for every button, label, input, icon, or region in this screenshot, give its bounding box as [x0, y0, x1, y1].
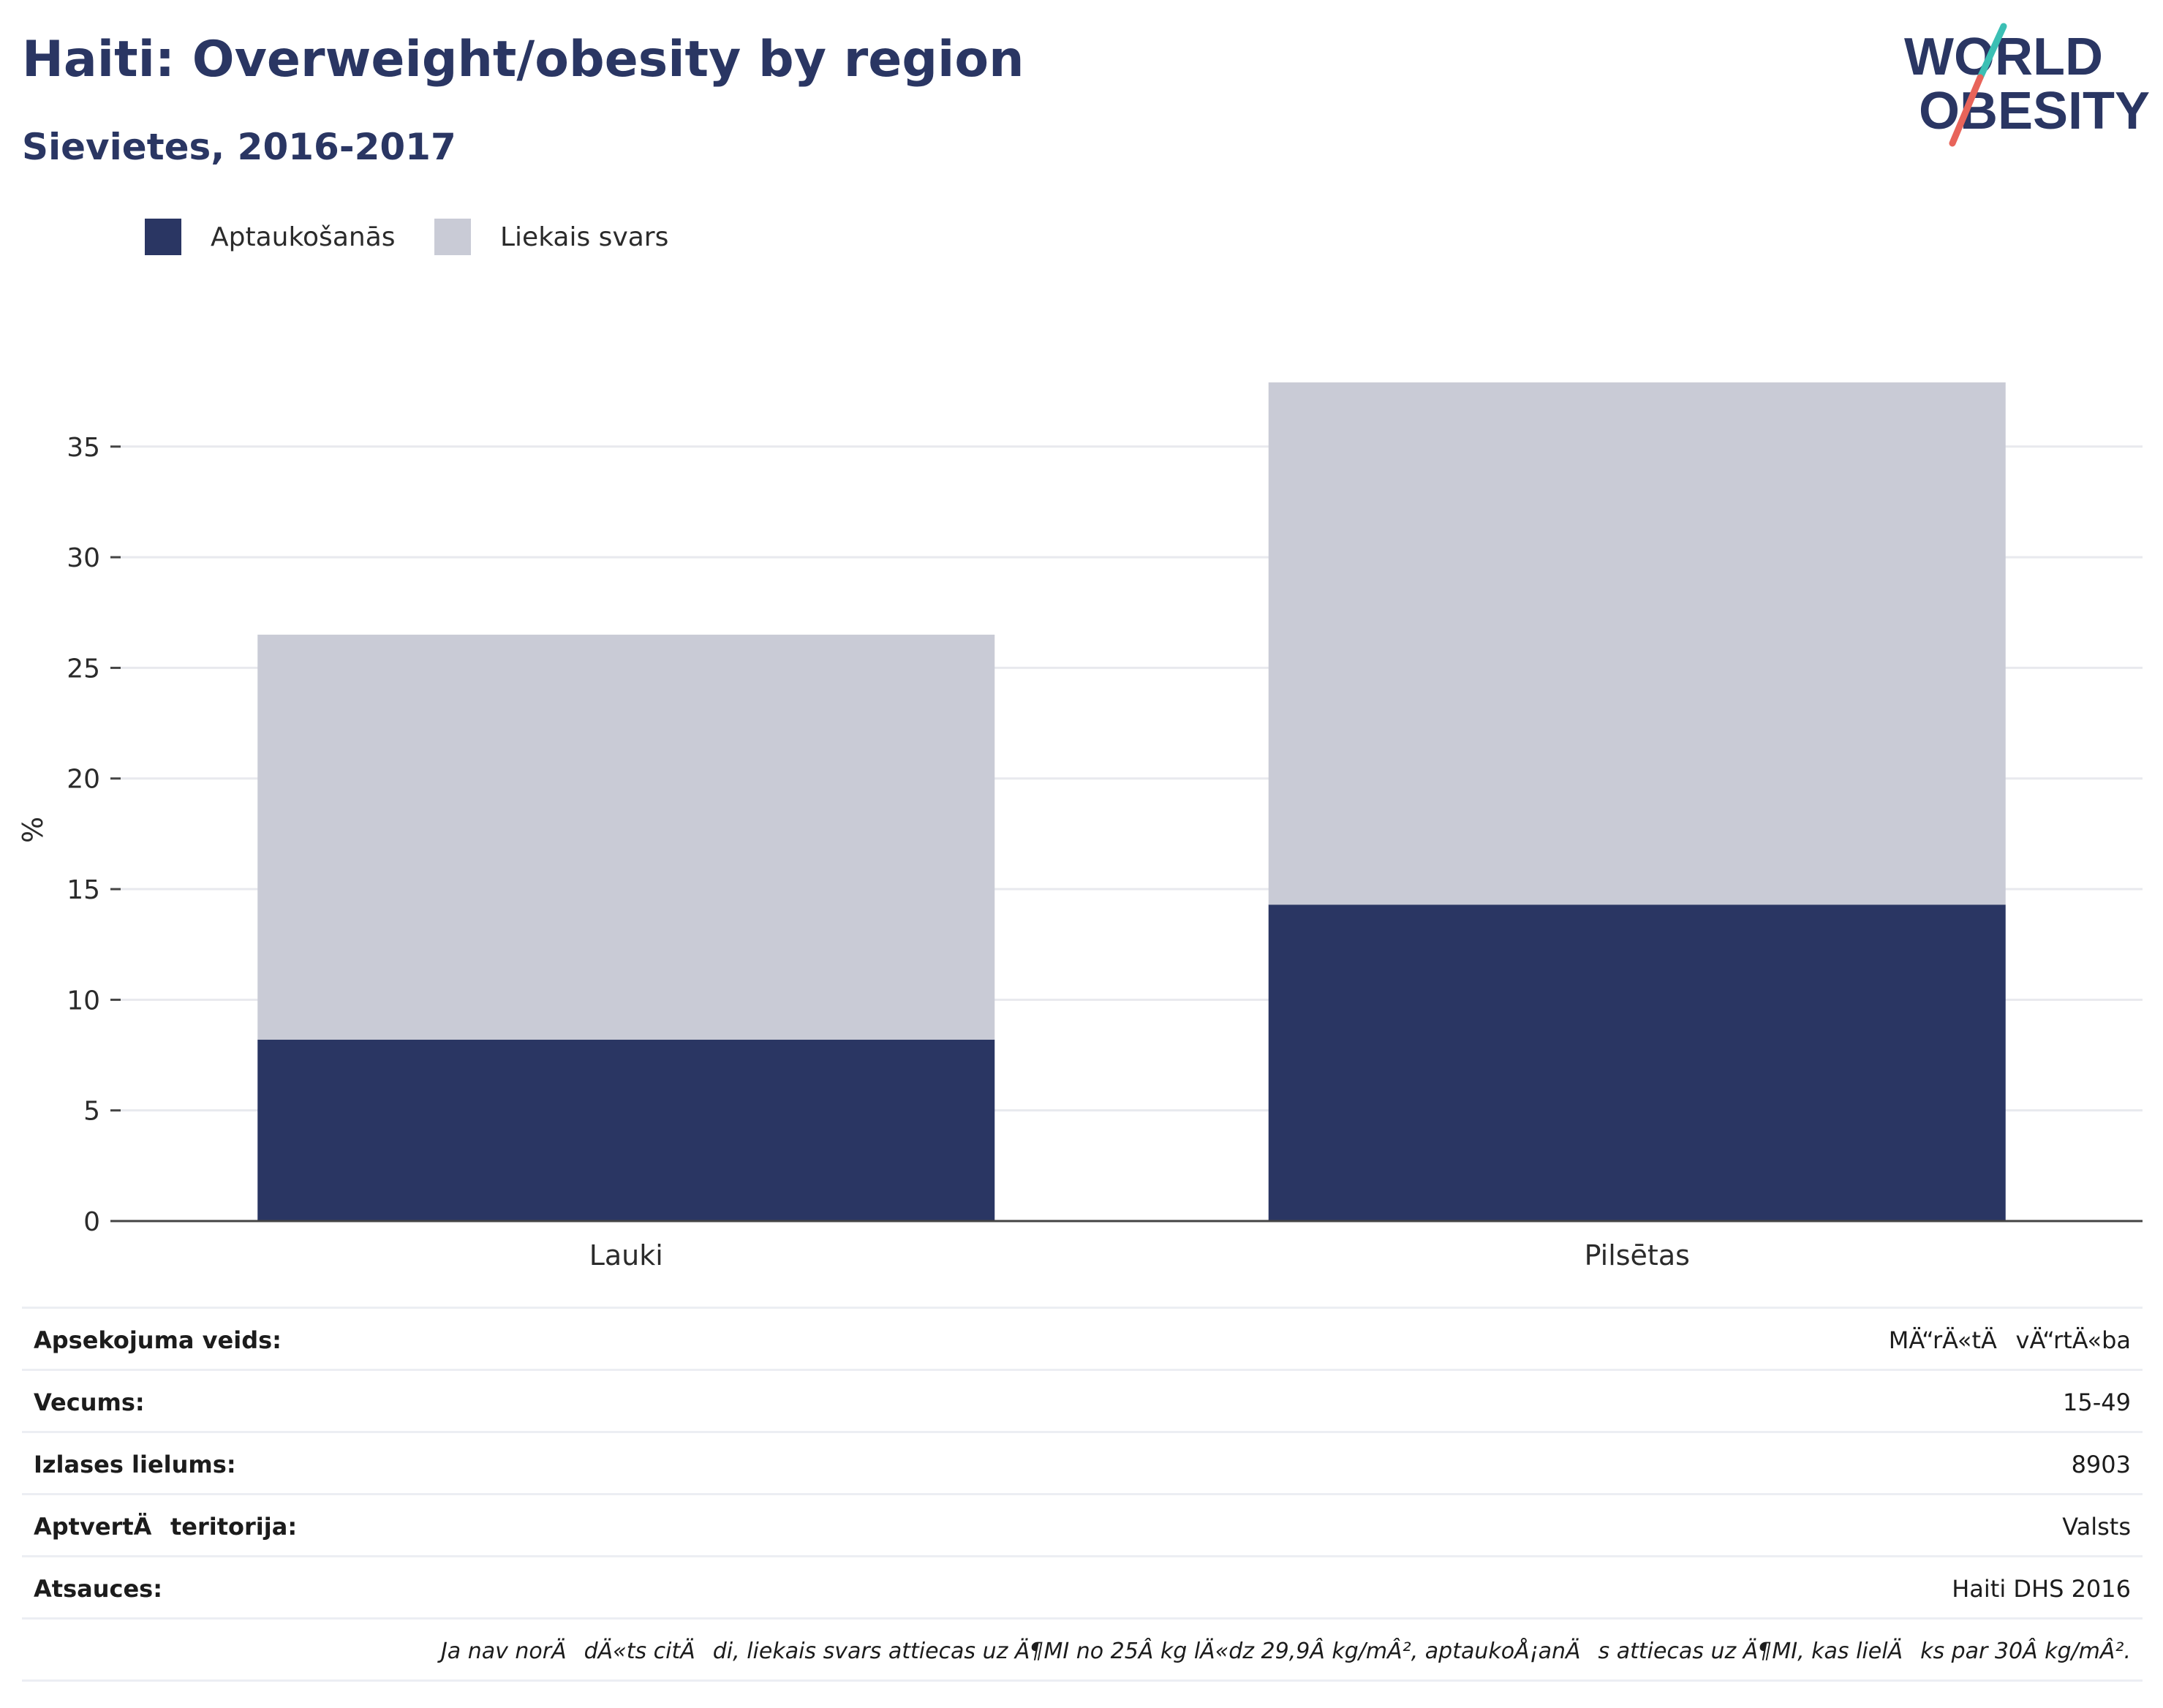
logo-text-obesity: OBESITY	[1919, 82, 2150, 140]
meta-label: AptvertÄteritorija:	[34, 1513, 298, 1541]
meta-row-references: Atsauces: Haiti DHS 2016	[22, 1555, 2143, 1617]
y-tick-label: 10	[67, 986, 100, 1016]
meta-row-survey-type: Apsekojuma veids: MÄ“rÄ«tÄvÄ“rtÄ«ba	[22, 1307, 2143, 1369]
meta-label: Vecums:	[34, 1388, 145, 1416]
y-axis-label: %	[17, 817, 49, 843]
chart-title: Haiti: Overweight/obesity by region	[22, 31, 1024, 88]
bar-obesity-0[interactable]	[257, 1039, 995, 1221]
meta-label: Apsekojuma veids:	[34, 1326, 282, 1354]
legend-swatch-overweight	[434, 219, 471, 255]
meta-value: MÄ“rÄ«tÄvÄ“rtÄ«ba	[1888, 1326, 2131, 1354]
x-axis-ticks: Lauki Pilsētas	[589, 1239, 1690, 1271]
logo-slash-bottom	[1949, 74, 1984, 147]
world-obesity-logo: WORLD OBESITY	[1904, 23, 2150, 147]
bar-obesity-1[interactable]	[1268, 904, 2006, 1221]
x-tick-label: Lauki	[589, 1239, 663, 1271]
y-tick-label: 0	[83, 1207, 100, 1237]
bar-groups	[257, 382, 2006, 1221]
y-tick-label: 5	[83, 1097, 100, 1127]
bar-overweight-0[interactable]	[257, 635, 995, 1040]
legend-label-obesity: Aptaukošanās	[211, 222, 396, 252]
y-axis-ticks: 0 5 10 15 20 25 30 35	[67, 433, 121, 1237]
definition-note: Ja nav norÄdÄ«ts citÄdi, liekais svars…	[440, 1639, 2131, 1664]
meta-row-sample-size: Izlases lielums: 8903	[22, 1431, 2143, 1493]
y-tick-label: 35	[67, 433, 100, 463]
meta-label: Atsauces:	[34, 1575, 162, 1603]
y-tick-label: 20	[67, 765, 100, 795]
y-tick-label: 25	[67, 654, 100, 684]
bar-overweight-1[interactable]	[1268, 382, 2006, 905]
logo-text-world: WORLD	[1904, 28, 2103, 86]
x-tick-label: Pilsētas	[1585, 1239, 1690, 1271]
stacked-bar-chart: 0 5 10 15 20 25 30 35 Lauki Pilsētas %	[17, 382, 2143, 1271]
meta-row-coverage: AptvertÄteritorija: Valsts	[22, 1493, 2143, 1555]
logo-slash-top	[1977, 23, 2007, 81]
y-tick-label: 15	[67, 875, 100, 905]
survey-info-table: Apsekojuma veids: MÄ“rÄ«tÄvÄ“rtÄ«ba Vec…	[22, 1307, 2143, 1682]
meta-row-age: Vecums: 15-49	[22, 1369, 2143, 1431]
legend-label-overweight: Liekais svars	[500, 222, 669, 252]
meta-row-definition-note: Ja nav norÄdÄ«ts citÄdi, liekais svars…	[22, 1617, 2143, 1682]
y-tick-label: 30	[67, 543, 100, 573]
chart-subtitle: Sievietes, 2016-2017	[22, 126, 456, 168]
meta-value: Haiti DHS 2016	[1952, 1575, 2131, 1603]
meta-value: Valsts	[2062, 1513, 2131, 1541]
meta-value: 15-49	[2063, 1388, 2131, 1416]
meta-value: 8903	[2071, 1451, 2131, 1478]
legend-swatch-obesity	[145, 219, 181, 255]
meta-label: Izlases lielums:	[34, 1451, 236, 1478]
